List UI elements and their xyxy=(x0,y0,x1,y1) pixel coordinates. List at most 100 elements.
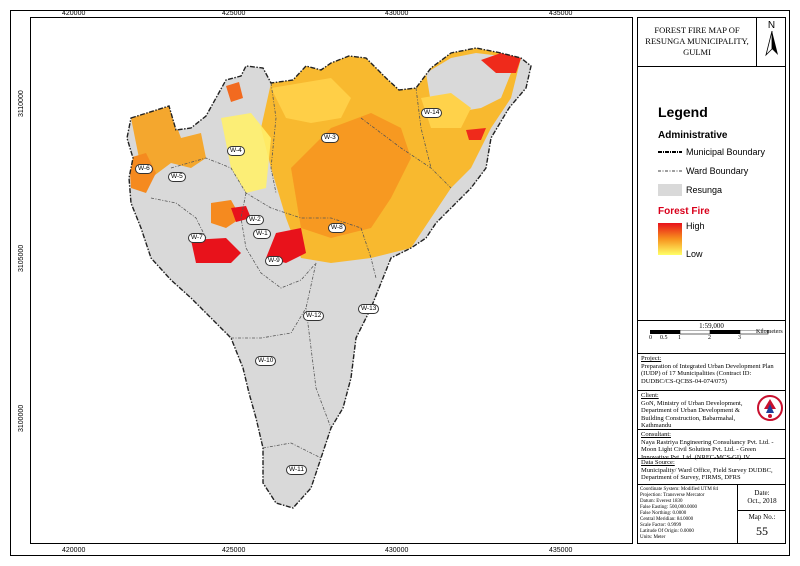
fire-zone-high-w4 xyxy=(226,82,243,102)
data-source-label: Data Source: xyxy=(641,459,675,466)
fire-zone-yellow-w14b xyxy=(421,93,471,128)
consultant-text: Naya Rastriya Engineering Consultancy Pv… xyxy=(641,438,774,461)
legend-title: Legend xyxy=(658,104,708,120)
fire-zone-high-w7 xyxy=(191,238,241,263)
fire-zone-yellow-w3 xyxy=(271,78,351,123)
ward-label-w8: W-8 xyxy=(328,223,346,233)
x-tick-bottom-4: 435000 xyxy=(549,547,573,554)
resunga-swatch xyxy=(658,184,682,196)
data-source-text: Municipality/ Ward Office, Field Survey … xyxy=(641,466,773,482)
date-label: Date: xyxy=(754,489,770,497)
footer-divider xyxy=(638,484,785,485)
ward-label-w1: W-1 xyxy=(253,229,271,239)
project-divider xyxy=(638,353,785,354)
map-no-block: Map No.: 55 xyxy=(738,513,786,539)
ward-label-w2: W-2 xyxy=(246,215,264,225)
consultant-divider xyxy=(638,429,785,430)
consultant-label: Consultant: xyxy=(641,431,671,438)
ward-label-w13: W-13 xyxy=(358,304,380,314)
ward-label-w10: W-10 xyxy=(255,356,277,366)
municipal-boundary-label: Municipal Boundary xyxy=(686,147,766,157)
x-tick-top-4: 435000 xyxy=(549,10,573,17)
forest-fire-heading: Forest Fire xyxy=(658,206,710,217)
fire-zone-medium-core xyxy=(291,113,411,238)
client-label: Client: xyxy=(641,392,659,399)
y-tick-left-1: 3110000 xyxy=(18,90,25,117)
y-tick-left-3: 3100000 xyxy=(18,404,25,432)
government-emblem-icon xyxy=(757,395,783,421)
north-arrow-icon xyxy=(764,30,778,57)
fire-zone-high-ne xyxy=(481,53,521,73)
ward-label-w14: W-14 xyxy=(421,108,443,118)
scale-labels: 0 0.5 1 2 3 xyxy=(638,335,785,343)
north-label: N xyxy=(767,20,776,31)
ward-boundaries xyxy=(150,82,452,459)
coord-line-3: Datum: Everest 1830 xyxy=(640,499,683,504)
ward-label-w7: W-7 xyxy=(188,233,206,243)
project-block: Project: Preparation of Integrated Urban… xyxy=(641,355,784,385)
fire-ramp-swatch xyxy=(658,223,682,255)
coordinate-system-block: Coordinate System: Modified UTM 84 Proje… xyxy=(638,484,738,544)
client-block: Client: GoN, Ministry of Urban Developme… xyxy=(641,392,753,430)
fire-zone-orange-west xyxy=(131,106,206,178)
scale-label-0: 0 xyxy=(649,335,652,341)
map-no-divider xyxy=(738,510,786,511)
fire-low-label: Low xyxy=(686,249,703,259)
scale-bar xyxy=(650,330,769,335)
x-tick-top-3: 430000 xyxy=(385,10,409,17)
y-tick-left-2: 3105000 xyxy=(18,244,25,272)
data-source-divider xyxy=(638,458,785,459)
x-tick-top-1: 420000 xyxy=(62,10,86,17)
ward-label-w6: W-6 xyxy=(135,164,153,174)
data-source-block: Data Source: Municipality/ Ward Office, … xyxy=(641,459,784,482)
scale-label-05: 0.5 xyxy=(660,335,668,341)
client-text: GoN, Ministry of Urban Development, Depa… xyxy=(641,399,743,430)
scale-unit: Kilometers xyxy=(756,329,783,335)
x-tick-bottom-2: 425000 xyxy=(222,547,246,554)
map-no-label: Map No.: xyxy=(748,513,776,521)
project-text: Preparation of Integrated Urban Developm… xyxy=(641,362,774,385)
client-divider xyxy=(638,390,785,391)
ward-label-w11: W-11 xyxy=(286,465,307,475)
scale-ratio: 1:59,000 xyxy=(699,322,724,330)
coord-line-9: Units: Meter xyxy=(640,535,666,540)
municipal-boundary-symbol xyxy=(658,151,682,153)
scale-label-2: 2 xyxy=(708,335,711,341)
ward-boundary-label: Ward Boundary xyxy=(686,166,749,176)
scale-label-1: 1 xyxy=(678,335,681,341)
coord-line-2: Projection: Transverse Mercator xyxy=(640,493,705,498)
fire-zone-high-n xyxy=(466,128,486,140)
legend-panel: FOREST FIRE MAP OF RESUNGA MUNICIPALITY,… xyxy=(637,17,786,544)
coord-line-4: False Easting: 500,000.0000 xyxy=(640,505,697,510)
ward-label-w3: W-3 xyxy=(321,133,339,143)
fire-high-label: High xyxy=(686,221,705,231)
ward-label-w9: W-9 xyxy=(265,256,283,266)
scale-bar-section: 1:59,000 Kilometers 0 0.5 1 2 3 xyxy=(638,322,785,343)
administrative-heading: Administrative xyxy=(658,130,728,141)
scale-divider xyxy=(638,320,785,321)
consultant-block: Consultant: Naya Rastriya Engineering Co… xyxy=(641,431,784,461)
coord-line-1: Coordinate System: Modified UTM 84 xyxy=(640,487,719,492)
map-canvas[interactable]: W-2 W-3 W-4 W-5 W-6 W-7 W-8 W-9 W-10 W-1… xyxy=(30,17,633,544)
fire-zone-yellow-w4 xyxy=(221,113,271,193)
coord-line-8: Latitude Of Origin: 0.0000 xyxy=(640,529,694,534)
resunga-label: Resunga xyxy=(686,185,723,195)
north-arrow: N xyxy=(757,18,786,66)
coord-line-5: False Northing: 0.0000 xyxy=(640,511,687,516)
ward-label-w12: W-12 xyxy=(303,311,325,321)
x-tick-bottom-3: 430000 xyxy=(385,547,409,554)
coord-line-7: Scale Factor: 0.9999 xyxy=(640,523,682,528)
ward-label-w4: W-4 xyxy=(227,146,245,156)
ward-label-w5: W-5 xyxy=(168,172,186,182)
coord-line-6: Central Meridian: 84.0000 xyxy=(640,517,694,522)
x-tick-top-2: 425000 xyxy=(222,10,246,17)
ward-boundary-symbol xyxy=(658,170,682,172)
date-block: Date: Oct., 2018 xyxy=(738,484,786,510)
map-sheet-frame xyxy=(10,10,790,556)
x-tick-bottom-1: 420000 xyxy=(62,547,86,554)
title-divider xyxy=(638,66,785,67)
date-value: Oct., 2018 xyxy=(747,497,777,505)
municipality-map xyxy=(126,47,532,509)
map-no-value: 55 xyxy=(756,524,768,538)
municipal-boundary xyxy=(126,47,532,509)
